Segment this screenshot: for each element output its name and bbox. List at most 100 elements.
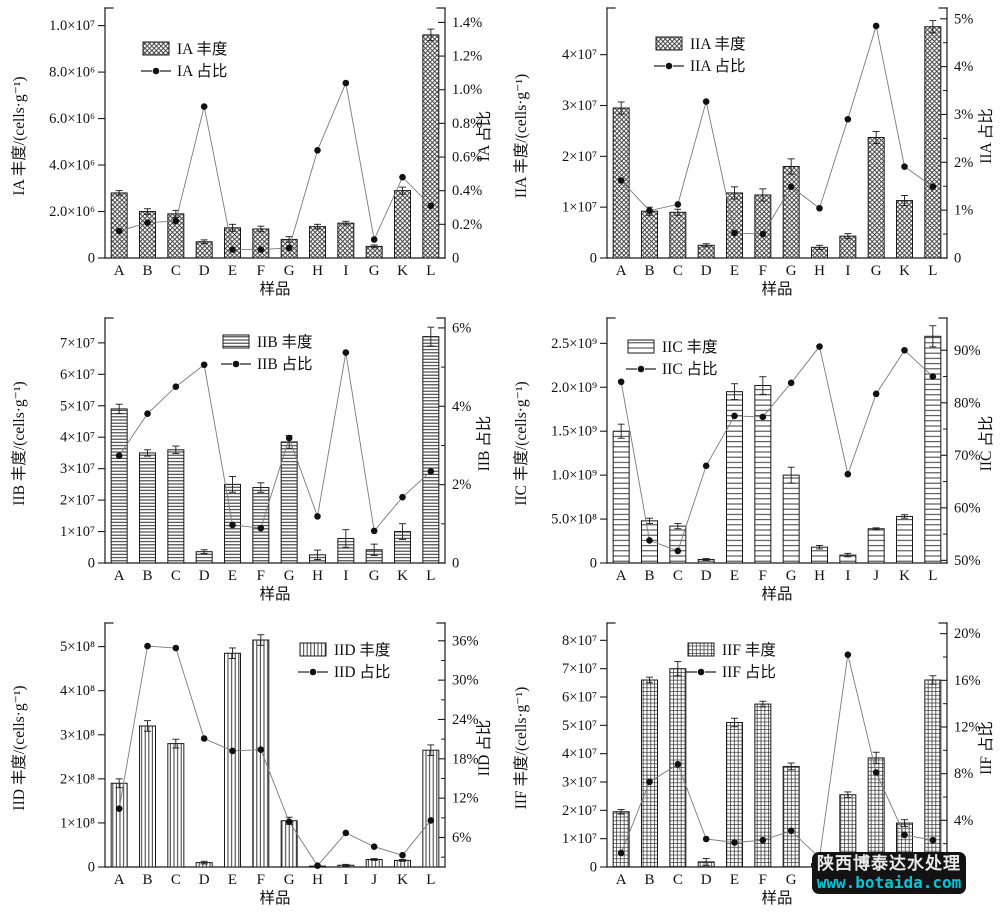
svg-text:50%: 50% (954, 553, 981, 569)
svg-text:F: F (257, 263, 265, 279)
svg-text:B: B (644, 872, 654, 888)
bar-IIC-G (782, 474, 800, 564)
svg-text:IA 占比: IA 占比 (475, 111, 493, 161)
svg-text:D: D (701, 263, 712, 279)
svg-text:4×10⁷: 4×10⁷ (60, 430, 95, 446)
svg-text:5×10⁷: 5×10⁷ (60, 398, 95, 414)
percent-dot-IA-F (257, 246, 265, 253)
percent-line-IIB (118, 352, 432, 532)
bar-IIC-K (896, 515, 913, 564)
svg-text:D: D (199, 263, 210, 279)
svg-text:E: E (228, 568, 237, 584)
svg-text:4×10⁸: 4×10⁸ (60, 683, 95, 699)
svg-text:B: B (644, 568, 654, 584)
svg-text:IA 占比: IA 占比 (177, 62, 227, 80)
svg-text:3×10⁷: 3×10⁷ (562, 98, 597, 114)
svg-text:8×10⁷: 8×10⁷ (562, 633, 597, 649)
bar-IIF-B (641, 679, 658, 868)
svg-text:L: L (426, 263, 435, 279)
chart-panel-iic: 0 5.0×10⁸ 1.0×10⁹ 1.5×10⁹ 2.0×10⁹ 2.5×10⁹ 50% 6… (502, 310, 1004, 615)
svg-text:B: B (142, 872, 152, 888)
bar-IA-L (422, 34, 440, 259)
bar-IID-A (110, 782, 128, 868)
svg-text:0.8%: 0.8% (452, 116, 482, 132)
svg-text:D: D (199, 872, 210, 888)
percent-dot-IIF-A (617, 849, 625, 857)
svg-text:B: B (142, 263, 152, 279)
percent-dot-IIC-H (816, 343, 823, 350)
svg-text:G: G (284, 568, 295, 584)
svg-text:B: B (142, 568, 152, 584)
percent-line-IA (119, 81, 432, 251)
ia-abundance-chart: 0 2.0×10⁶ 4.0×10⁶ 6.0×10⁶ 8.0×10⁶ 1.0×10⁷ 0 0.2… (10, 7, 493, 298)
percent-dot-IIB-G (370, 527, 378, 535)
bar-IA-B (139, 211, 156, 259)
percent-dot-IIA-A (617, 177, 625, 184)
svg-text:G: G (369, 568, 380, 584)
svg-text:7×10⁷: 7×10⁷ (60, 335, 95, 351)
svg-text:30%: 30% (452, 673, 479, 689)
svg-text:B: B (644, 263, 654, 279)
svg-text:IIA 占比: IIA 占比 (977, 108, 995, 164)
svg-text:IIF 丰度/(cells·g⁻¹): IIF 丰度/(cells·g⁻¹) (512, 687, 530, 810)
svg-text:36%: 36% (452, 633, 479, 649)
svg-text:J: J (873, 568, 879, 584)
percent-dot-IA-E (229, 246, 236, 253)
svg-text:1.2%: 1.2% (452, 49, 482, 65)
percent-dot-IIC-L (929, 373, 937, 380)
bar-IA-F (252, 228, 270, 259)
bar-IA-K (394, 190, 411, 259)
svg-text:IIF 占比: IIF 占比 (977, 721, 995, 775)
percent-dot-IA-C (172, 217, 180, 225)
percent-dot-IIF-C (674, 761, 682, 768)
svg-text:C: C (171, 263, 181, 279)
svg-text:IIC 占比: IIC 占比 (662, 360, 718, 378)
percent-dot-IA-K (399, 173, 406, 181)
bar-IIB-L (422, 336, 440, 564)
bar-IID-F (252, 639, 270, 868)
svg-text:I: I (343, 568, 348, 584)
svg-text:5×10⁷: 5×10⁷ (562, 718, 597, 734)
svg-text:12%: 12% (954, 720, 981, 736)
percent-dot-IA-I (342, 79, 350, 87)
watermark-badge[interactable]: 陕西博泰达水处理 www.botaida.com (812, 852, 966, 894)
svg-text:C: C (171, 872, 181, 888)
svg-text:H: H (814, 263, 825, 279)
bar-IIA-F (754, 194, 772, 259)
legend-swatch-IA (142, 41, 170, 56)
chart-panel-ia: 0 2.0×10⁶ 4.0×10⁶ 6.0×10⁶ 8.0×10⁶ 1.0×10⁷ 0 0.2… (0, 0, 502, 310)
svg-text:IIA 丰度: IIA 丰度 (690, 35, 746, 53)
svg-text:A: A (616, 872, 627, 888)
svg-text:G: G (786, 872, 797, 888)
svg-text:I: I (845, 263, 850, 279)
svg-text:6%: 6% (452, 320, 471, 336)
bar-IIC-C (669, 525, 687, 564)
svg-text:IIB 占比: IIB 占比 (475, 416, 493, 472)
legend-swatch-IIF (687, 642, 715, 657)
svg-text:样品: 样品 (259, 280, 290, 298)
svg-text:C: C (673, 263, 683, 279)
bar-IIC-J (867, 528, 885, 564)
percent-line-IID (118, 645, 432, 867)
svg-text:0: 0 (590, 860, 597, 876)
svg-text:70%: 70% (954, 448, 981, 464)
bar-IIA-G (782, 166, 800, 259)
svg-text:0: 0 (590, 556, 597, 572)
svg-text:1.4%: 1.4% (452, 15, 482, 31)
svg-text:2×10⁷: 2×10⁷ (562, 803, 597, 819)
svg-text:H: H (312, 568, 323, 584)
legend-swatch-IID (299, 642, 327, 657)
svg-text:H: H (312, 872, 323, 888)
svg-text:1.0×10⁷: 1.0×10⁷ (49, 18, 95, 34)
bar-IIA-G (867, 137, 885, 259)
percent-dot-IIB-B (144, 410, 151, 418)
bar-IID-C (167, 743, 185, 868)
svg-text:0: 0 (88, 251, 95, 267)
percent-dot-IA-G (370, 236, 378, 243)
svg-text:G: G (786, 263, 797, 279)
svg-text:E: E (228, 872, 237, 888)
svg-text:8%: 8% (954, 766, 973, 782)
svg-text:1.0%: 1.0% (452, 82, 482, 98)
bar-IIA-I (839, 235, 857, 259)
svg-text:2×10⁷: 2×10⁷ (562, 149, 597, 165)
